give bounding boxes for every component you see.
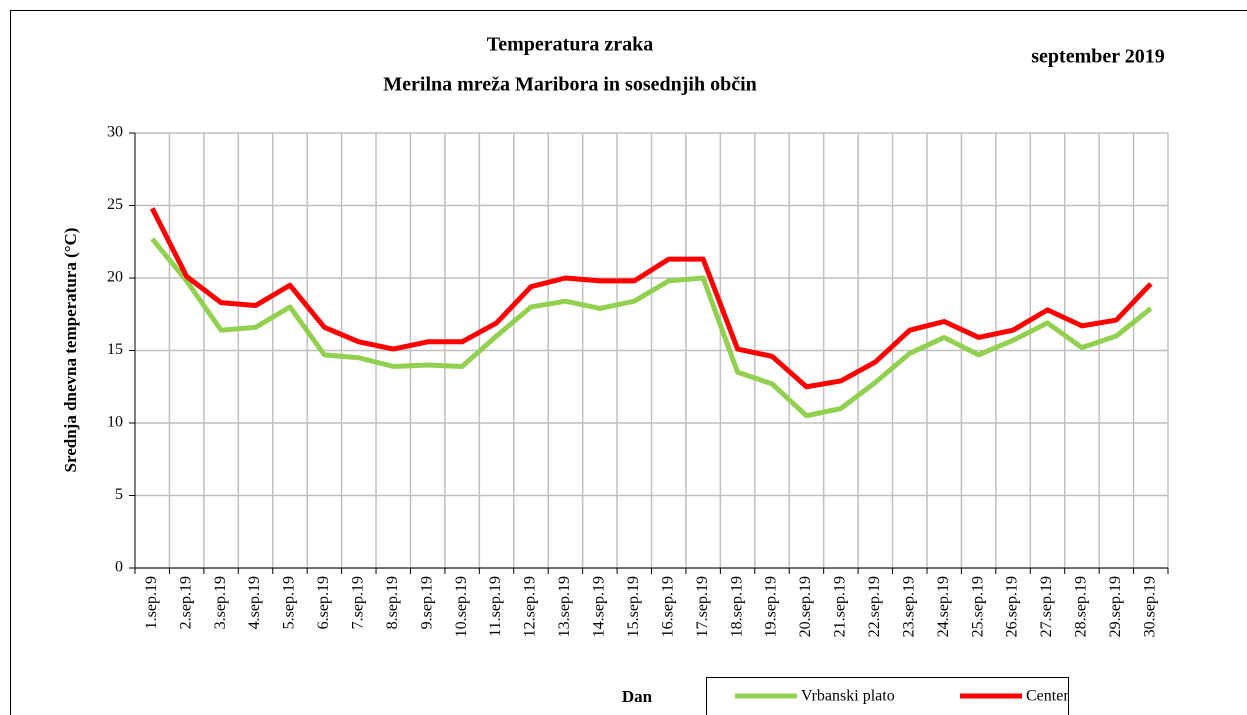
- x-tick-label: 28.sep.19: [1073, 576, 1090, 637]
- y-tick-label: 15: [107, 341, 123, 358]
- x-tick-label: 3.sep.19: [212, 576, 229, 629]
- x-tick-label: 30.sep.19: [1141, 576, 1158, 637]
- x-tick-label: 5.sep.19: [281, 576, 298, 629]
- x-tick-label: 1.sep.19: [143, 576, 160, 629]
- y-tick-label: 25: [107, 196, 123, 213]
- x-tick-label: 14.sep.19: [591, 576, 608, 637]
- chart-subtitle: Merilna mreža Maribora in sosednjih obči…: [383, 74, 757, 96]
- x-tick-label: 19.sep.19: [763, 576, 780, 637]
- series-line: [149, 207, 1153, 390]
- x-tick-label: 16.sep.19: [659, 576, 676, 637]
- x-tick-label: 29.sep.19: [1107, 576, 1124, 637]
- series-line: [150, 237, 1153, 419]
- y-axis-label: Srednja dnevna temperatura (°C): [61, 228, 80, 473]
- x-tick-label: 24.sep.19: [935, 576, 952, 637]
- x-tick-label: 2.sep.19: [177, 576, 194, 629]
- y-tick-label: 20: [107, 269, 123, 286]
- x-tick-label: 12.sep.19: [522, 576, 539, 637]
- x-tick-label: 4.sep.19: [246, 576, 263, 629]
- x-tick-label: 25.sep.19: [969, 576, 986, 637]
- x-tick-label: 27.sep.19: [1038, 576, 1055, 637]
- x-tick-label: 11.sep.19: [487, 576, 504, 637]
- y-tick-label: 10: [107, 414, 123, 431]
- y-tick-label: 30: [107, 124, 123, 141]
- x-tick-label: 18.sep.19: [728, 576, 745, 637]
- x-axis-label: Dan: [622, 687, 653, 706]
- x-tick-label: 6.sep.19: [315, 576, 332, 629]
- x-tick-label: 8.sep.19: [384, 576, 401, 629]
- x-tick-label: 17.sep.19: [694, 576, 711, 637]
- x-tick-label: 21.sep.19: [832, 576, 849, 637]
- x-tick-label: 26.sep.19: [1004, 576, 1021, 637]
- x-tick-label: 15.sep.19: [625, 576, 642, 637]
- x-tick-label: 20.sep.19: [797, 576, 814, 637]
- legend-label: Vrbanski plato: [801, 688, 895, 705]
- legend-label: Center: [1026, 688, 1069, 705]
- x-tick-label: 9.sep.19: [418, 576, 435, 629]
- x-tick-label: 13.sep.19: [556, 576, 573, 637]
- x-tick-label: 10.sep.19: [453, 576, 470, 637]
- x-tick-label: 23.sep.19: [900, 576, 917, 637]
- chart-title: Temperatura zraka: [487, 34, 653, 56]
- y-tick-label: 5: [115, 486, 123, 503]
- y-tick-label: 0: [115, 559, 123, 576]
- x-tick-label: 7.sep.19: [349, 576, 366, 629]
- x-tick-label: 22.sep.19: [866, 576, 883, 637]
- annotation: september 2019: [1031, 46, 1165, 68]
